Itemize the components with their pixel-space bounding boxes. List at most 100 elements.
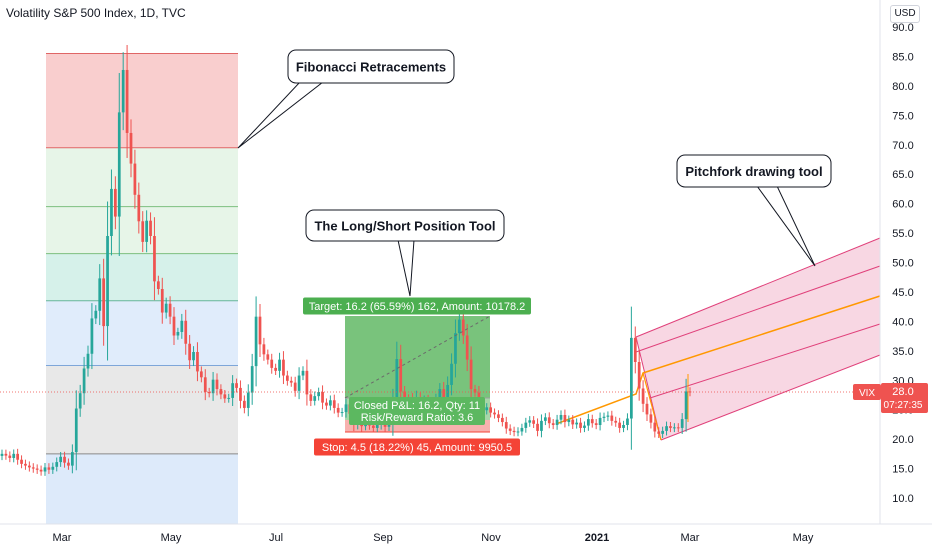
candle-body — [321, 392, 324, 403]
candle — [24, 459, 27, 470]
candle — [274, 363, 278, 376]
candle-body — [219, 389, 223, 395]
candle — [528, 416, 532, 427]
candle — [90, 303, 94, 370]
position-pnl-line2: Risk/Reward Ratio: 3.6 — [361, 412, 474, 424]
candle-body — [172, 316, 176, 336]
candle — [633, 326, 637, 374]
candle — [676, 423, 680, 433]
candle — [614, 416, 618, 427]
candle — [270, 353, 274, 374]
candle — [594, 419, 598, 430]
candle — [524, 417, 528, 433]
candle — [508, 424, 512, 436]
candle-body — [31, 467, 35, 469]
x-tick-label: 2021 — [585, 532, 609, 544]
fib-callout-tail — [237, 81, 325, 149]
x-tick-label: Mar — [681, 532, 700, 544]
candle-body — [51, 466, 55, 470]
candle — [235, 378, 238, 393]
candle-body — [196, 351, 199, 372]
candle — [262, 337, 266, 361]
y-tick-label: 75.0 — [892, 110, 913, 122]
candle — [231, 375, 235, 407]
candle — [602, 412, 606, 423]
candle-body — [133, 163, 137, 195]
fib-zone — [46, 300, 238, 366]
candle-body — [653, 422, 657, 432]
candle — [344, 398, 348, 418]
candle — [184, 309, 188, 355]
candle — [51, 462, 55, 474]
candle — [121, 52, 125, 131]
candle-body — [669, 426, 672, 428]
candle — [20, 455, 23, 469]
candle — [340, 407, 344, 417]
candle — [289, 376, 293, 387]
candle — [113, 176, 117, 230]
candle-body — [297, 375, 301, 391]
candle — [8, 451, 12, 463]
symbol-badge-bg — [853, 384, 881, 401]
candle-body — [641, 388, 645, 404]
candle — [223, 389, 227, 403]
candle — [153, 217, 156, 301]
last-price-value: 28.0 — [892, 386, 913, 398]
fibonacci-retracement[interactable] — [46, 52, 238, 524]
candle — [536, 418, 539, 437]
candle — [590, 414, 594, 428]
candle — [199, 366, 203, 383]
currency-badge[interactable]: USD — [890, 5, 920, 23]
candle — [485, 403, 489, 415]
candle — [86, 345, 90, 377]
candle-body — [520, 427, 524, 432]
x-tick-label: May — [161, 532, 182, 544]
candle-body — [59, 456, 63, 463]
candle-body — [637, 361, 641, 389]
candle-body — [8, 455, 12, 458]
position-stop-label: Stop: 4.5 (18.22%) 45, Amount: 9950.5 — [314, 438, 520, 456]
candle-body — [317, 392, 321, 397]
symbol-badge[interactable]: VIX — [853, 384, 881, 401]
candle — [117, 72, 121, 256]
candle-body — [555, 419, 559, 425]
candle — [145, 210, 149, 253]
candle — [637, 349, 641, 401]
candle-body — [457, 319, 461, 334]
pitchfork-median-line — [642, 372, 662, 441]
candle-body — [661, 430, 665, 434]
candle — [313, 391, 317, 406]
candle-body — [403, 391, 407, 399]
candle — [317, 387, 321, 401]
fib-callout-text: Fibonacci Retracements — [296, 60, 446, 75]
candle-body — [301, 370, 305, 376]
y-tick-label: 55.0 — [892, 228, 913, 240]
candle-body — [129, 132, 133, 164]
candle — [137, 182, 141, 234]
pitchfork[interactable] — [555, 237, 881, 441]
candle — [493, 408, 496, 419]
candle-body — [508, 428, 512, 431]
candle-body — [203, 377, 207, 393]
candle — [207, 387, 211, 398]
candle — [70, 444, 74, 474]
candle-body — [90, 318, 94, 354]
candle — [598, 412, 602, 431]
candle-body — [633, 337, 637, 362]
position-callout-tail — [397, 239, 415, 297]
y-tick-label: 20.0 — [892, 434, 913, 446]
candle — [473, 384, 477, 397]
candle — [67, 458, 70, 470]
y-tick-label: 45.0 — [892, 287, 913, 299]
candle — [94, 305, 98, 325]
x-tick-label: Nov — [481, 532, 501, 544]
candle — [156, 275, 160, 295]
candle — [489, 402, 493, 418]
y-tick-label: 70.0 — [892, 140, 913, 152]
candle — [332, 394, 336, 414]
candle-body — [24, 463, 27, 466]
candle-body — [528, 420, 532, 423]
candle — [4, 449, 8, 460]
candle — [336, 403, 340, 418]
